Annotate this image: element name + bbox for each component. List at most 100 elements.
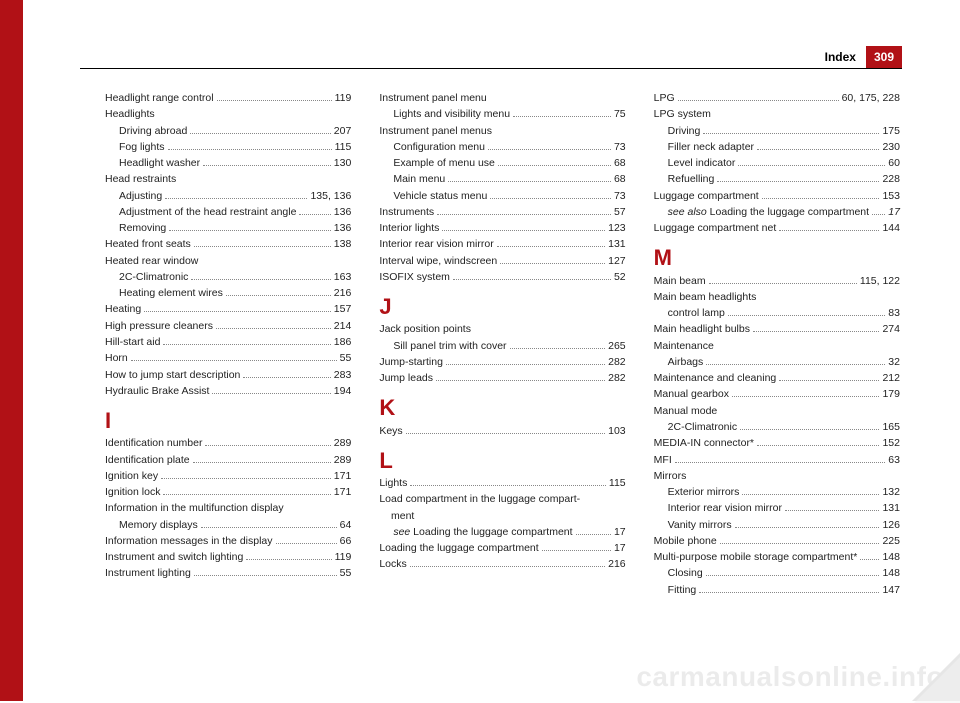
entry-label: Main beam: [654, 273, 706, 289]
entry-label: Adjusting: [119, 188, 162, 204]
leader-dots: [510, 348, 606, 349]
leader-dots: [497, 246, 605, 247]
index-entry: Keys103: [379, 423, 625, 439]
index-group: Information in the multifunction display: [105, 500, 351, 516]
entry-label: Closing: [668, 565, 703, 581]
entry-label: Level indicator: [668, 155, 736, 171]
entry-page: 52: [614, 269, 626, 285]
index-subentry: Example of menu use68: [379, 155, 625, 171]
index-subentry: Fitting147: [654, 582, 900, 598]
entry-page: 132: [882, 484, 900, 500]
entry-page: 207: [334, 123, 352, 139]
entry-page: 163: [334, 269, 352, 285]
leader-dots: [785, 510, 879, 511]
entry-label: Multi-purpose mobile storage compartment…: [654, 549, 858, 565]
index-subentry: Headlight washer130: [105, 155, 351, 171]
index-group: Maintenance: [654, 338, 900, 354]
index-entry: Headlight range control119: [105, 90, 351, 106]
entry-page: 212: [882, 370, 900, 386]
leader-dots: [872, 214, 885, 215]
index-group: Instrument panel menu: [379, 90, 625, 106]
entry-label: Manual gearbox: [654, 386, 729, 402]
index-group: Mirrors: [654, 468, 900, 484]
entry-label: 2C-Climatronic: [119, 269, 188, 285]
index-entry: Locks216: [379, 556, 625, 572]
entry-page: 194: [334, 383, 352, 399]
entry-label: Removing: [119, 220, 166, 236]
entry-page: 17: [888, 204, 900, 220]
index-subentry: Vanity mirrors126: [654, 517, 900, 533]
leader-dots: [212, 393, 330, 394]
entry-page: 123: [608, 220, 626, 236]
index-group: Headlights: [105, 106, 351, 122]
leader-dots: [498, 165, 611, 166]
index-entry: MFI63: [654, 452, 900, 468]
index-subentry: Closing148: [654, 565, 900, 581]
column-3: LPG60, 175, 228LPG systemDriving175Fille…: [654, 90, 900, 598]
leader-dots: [753, 331, 879, 332]
section-letter: K: [379, 396, 625, 420]
index-subentry: Interior rear vision mirror131: [654, 500, 900, 516]
index-group: Head restraints: [105, 171, 351, 187]
watermark: carmanualsonline.info: [636, 661, 944, 693]
entry-label: Main menu: [393, 171, 445, 187]
entry-page: 115: [335, 139, 352, 155]
entry-label: Heating: [105, 301, 141, 317]
entry-label: see Loading the luggage compartment: [393, 524, 572, 540]
entry-page: 216: [334, 285, 352, 301]
header-label: Index: [825, 50, 866, 64]
entry-label: Hill-start aid: [105, 334, 160, 350]
index-entry: Multi-purpose mobile storage compartment…: [654, 549, 900, 565]
entry-label: Airbags: [668, 354, 704, 370]
entry-page: 17: [614, 540, 626, 556]
index-entry: Luggage compartment153: [654, 188, 900, 204]
entry-page: 73: [614, 139, 626, 155]
index-subentry: Exterior mirrors132: [654, 484, 900, 500]
entry-label: Interior rear vision mirror: [668, 500, 782, 516]
entry-page: 230: [882, 139, 900, 155]
entry-page: 289: [334, 435, 352, 451]
leader-dots: [513, 116, 611, 117]
index-entry: How to jump start description283: [105, 367, 351, 383]
column-2: Instrument panel menuLights and visibili…: [379, 90, 625, 598]
index-entry: Maintenance and cleaning212: [654, 370, 900, 386]
leader-dots: [203, 165, 331, 166]
leader-dots: [699, 592, 879, 593]
entry-page: 225: [882, 533, 900, 549]
entry-page: 126: [882, 517, 900, 533]
entry-label: Fitting: [668, 582, 697, 598]
entry-label: Horn: [105, 350, 128, 366]
entry-label: Identification number: [105, 435, 202, 451]
entry-label: Example of menu use: [393, 155, 495, 171]
index-entry: Heated front seats138: [105, 236, 351, 252]
entry-label: High pressure cleaners: [105, 318, 213, 334]
leader-dots: [194, 575, 337, 576]
leader-dots: [720, 543, 880, 544]
leader-dots: [201, 527, 337, 528]
entry-label: Mobile phone: [654, 533, 717, 549]
leader-dots: [860, 559, 879, 560]
leader-dots: [735, 527, 880, 528]
leader-dots: [217, 100, 332, 101]
leader-dots: [500, 263, 605, 264]
index-entry: Ignition key171: [105, 468, 351, 484]
column-1: Headlight range control119HeadlightsDriv…: [105, 90, 351, 598]
entry-page: 119: [335, 90, 352, 106]
entry-label: Luggage compartment net: [654, 220, 777, 236]
entry-label: Heated front seats: [105, 236, 191, 252]
entry-page: 66: [340, 533, 352, 549]
entry-page: 60: [888, 155, 900, 171]
leader-dots: [163, 344, 330, 345]
index-entry: Mobile phone 225: [654, 533, 900, 549]
leader-dots: [678, 100, 839, 101]
entry-page: 165: [882, 419, 900, 435]
index-entry: Hydraulic Brake Assist194: [105, 383, 351, 399]
index-subentry: Main menu68: [379, 171, 625, 187]
leader-dots: [779, 380, 879, 381]
index-group: Load compartment in the luggage compart-: [379, 491, 625, 507]
index-subentry: Removing136: [105, 220, 351, 236]
entry-label: Luggage compartment: [654, 188, 759, 204]
leader-dots: [738, 165, 885, 166]
index-subentry: Driving abroad207: [105, 123, 351, 139]
entry-label: Ignition key: [105, 468, 158, 484]
